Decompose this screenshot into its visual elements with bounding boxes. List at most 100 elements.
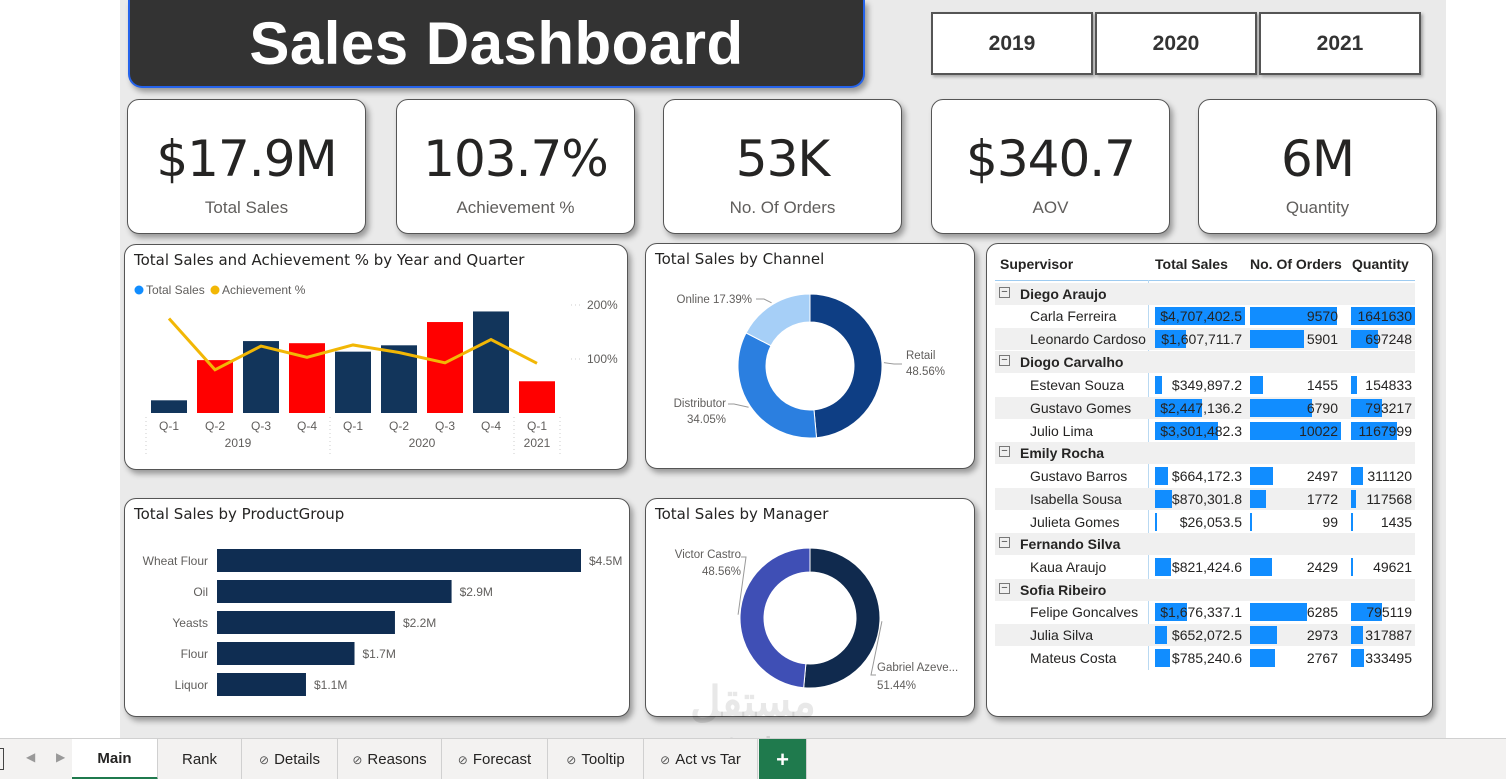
- table-row[interactable]: Mateus Costa $785,240.6 2767 333495: [995, 647, 1415, 669]
- data-bar: [1351, 603, 1382, 621]
- y2-tick-label: 100%: [587, 352, 618, 366]
- kpi-card-orders[interactable]: 53K No. Of Orders: [663, 99, 902, 234]
- productgroup-chart-card[interactable]: Total Sales by ProductGroup Wheat Flour $…: [124, 498, 630, 717]
- sales-achievement-chart-card[interactable]: Total Sales and Achievement % by Year an…: [124, 244, 628, 470]
- group-row[interactable]: − Fernando Silva: [995, 533, 1415, 555]
- sales-bar: [427, 322, 463, 413]
- kpi-card-aov[interactable]: $340.7 AOV: [931, 99, 1170, 234]
- data-bar: [1250, 422, 1341, 440]
- kpi-label: Achievement %: [456, 198, 575, 217]
- data-bar: [1155, 467, 1168, 485]
- group-row[interactable]: − Diego Araujo: [995, 283, 1415, 305]
- add-page-button[interactable]: +: [759, 739, 807, 779]
- quantity-cell: 793217: [1351, 397, 1415, 419]
- supervisor-matrix[interactable]: Supervisor Total Sales No. Of Orders Qua…: [986, 243, 1433, 717]
- table-row[interactable]: Felipe Goncalves $1,676,337.1 6285 795119: [995, 601, 1415, 623]
- tab-label: Details: [274, 751, 320, 768]
- channel-chart-card[interactable]: Total Sales by Channel Retail 48.56% Distr…: [645, 243, 975, 469]
- data-bar: [1250, 649, 1276, 667]
- person-name: Gustavo Gomes: [1030, 400, 1132, 416]
- table-row[interactable]: Estevan Souza $349,897.2 1455 154833: [995, 374, 1415, 396]
- tab-forecast[interactable]: ⊘ Forecast: [442, 739, 548, 779]
- cell-value: $349,897.2: [1171, 377, 1242, 393]
- collapse-icon[interactable]: −: [999, 287, 1010, 298]
- x-tick-label: Q-2: [389, 419, 409, 433]
- slice-leader-line: [870, 621, 883, 676]
- tab-reasons[interactable]: ⊘ Reasons: [338, 739, 442, 779]
- person-name: Julia Silva: [1030, 627, 1094, 643]
- kpi-value: $17.9M: [156, 130, 337, 188]
- x-tick-label: Q-1: [159, 419, 179, 433]
- table-row[interactable]: Julieta Gomes $26,053.5 99 1435: [995, 511, 1415, 533]
- data-bar: [1155, 330, 1186, 348]
- total-sales-cell: $3,301,482.3: [1155, 420, 1245, 442]
- person-name: Leonardo Cardoso: [1030, 331, 1146, 347]
- chart-title: Total Sales by ProductGroup: [134, 505, 345, 523]
- data-bar: [1155, 649, 1170, 667]
- data-bar: [1351, 467, 1364, 485]
- column-divider: [1148, 280, 1149, 670]
- collapse-icon[interactable]: −: [999, 537, 1010, 548]
- group-row[interactable]: − Diogo Carvalho: [995, 351, 1415, 373]
- cell-value: 311120: [1367, 468, 1412, 484]
- quantity-cell: 795119: [1351, 601, 1415, 623]
- orders-cell: 6285: [1250, 601, 1341, 623]
- manager-chart-card[interactable]: Total Sales by Manager Gabriel Azeve... 5…: [645, 498, 975, 717]
- year-button-2020[interactable]: 2020: [1095, 12, 1257, 75]
- chart-title: Total Sales by Manager: [655, 505, 829, 523]
- tab-act-vs-tar[interactable]: ⊘ Act vs Tar: [644, 739, 758, 779]
- group-name: Fernando Silva: [1020, 536, 1121, 552]
- product-bar: [217, 642, 355, 665]
- slice-leader-line: [756, 298, 772, 304]
- x-tick-label: Q-2: [205, 419, 225, 433]
- slice-label: Gabriel Azeve...: [877, 662, 958, 674]
- kpi-card-quantity[interactable]: 6M Quantity: [1198, 99, 1437, 234]
- year-button-2019[interactable]: 2019: [931, 12, 1093, 75]
- table-row[interactable]: Leonardo Cardoso $1,607,711.7 5901 697248: [995, 328, 1415, 350]
- collapse-icon[interactable]: −: [999, 355, 1010, 366]
- collapse-icon[interactable]: −: [999, 583, 1010, 594]
- table-row[interactable]: Gustavo Barros $664,172.3 2497 311120: [995, 465, 1415, 487]
- table-row[interactable]: Carla Ferreira $4,707,402.5 9570 1641630: [995, 305, 1415, 327]
- table-row[interactable]: Gustavo Gomes $2,447,136.2 6790 793217: [995, 397, 1415, 419]
- column-header-supervisor[interactable]: Supervisor: [1000, 256, 1074, 272]
- slice-percent: 51.44%: [877, 680, 916, 692]
- group-row[interactable]: − Emily Rocha: [995, 442, 1415, 464]
- tab-details[interactable]: ⊘ Details: [242, 739, 338, 779]
- hidden-page-icon: ⊘: [660, 752, 671, 767]
- column-header-quantity[interactable]: Quantity: [1352, 256, 1409, 272]
- orders-cell: 9570: [1250, 305, 1341, 327]
- kpi-card-total-sales[interactable]: $17.9M Total Sales: [127, 99, 366, 234]
- table-row[interactable]: Kaua Araujo $821,424.6 2429 49621: [995, 556, 1415, 578]
- category-label: Wheat Flour: [143, 554, 208, 568]
- total-sales-cell: $1,676,337.1: [1155, 601, 1245, 623]
- table-row[interactable]: Julia Silva $652,072.5 2973 317887: [995, 624, 1415, 646]
- data-bar: [1250, 558, 1273, 576]
- kpi-card-achievement[interactable]: 103.7% Achievement %: [396, 99, 635, 234]
- data-bar: [1250, 376, 1264, 394]
- column-header-orders[interactable]: No. Of Orders: [1250, 256, 1342, 272]
- collapse-icon[interactable]: −: [999, 446, 1010, 457]
- column-header-total-sales[interactable]: Total Sales: [1155, 256, 1228, 272]
- group-row[interactable]: − Sofia Ribeiro: [995, 579, 1415, 601]
- person-name: Isabella Sousa: [1030, 491, 1122, 507]
- table-row[interactable]: Isabella Sousa $870,301.8 1772 117568: [995, 488, 1415, 510]
- orders-cell: 1455: [1250, 374, 1341, 396]
- tab-label: Main: [97, 749, 132, 767]
- year-button-2021[interactable]: 2021: [1259, 12, 1421, 75]
- sales-achievement-chart: Total Sales Achievement % 200% 100% Q-1 Q-2 Q-…: [134, 283, 618, 455]
- x-year-label: 2021: [524, 436, 551, 450]
- total-sales-cell: $821,424.6: [1155, 556, 1245, 578]
- x-tick-label: Q-1: [527, 419, 547, 433]
- sales-bar: [473, 311, 509, 413]
- tab-tooltip[interactable]: ⊘ Tooltip: [548, 739, 644, 779]
- cell-value: 2429: [1306, 559, 1338, 575]
- product-bar: [217, 580, 452, 603]
- tab-main[interactable]: Main: [72, 739, 158, 779]
- chevron-left-icon[interactable]: ◀: [26, 750, 36, 764]
- table-row[interactable]: Julio Lima $3,301,482.3 10022 1167999: [995, 420, 1415, 442]
- x-tick-label: Q-4: [297, 419, 317, 433]
- chevron-right-icon[interactable]: ▶: [56, 750, 66, 764]
- data-bar: [1250, 307, 1337, 325]
- tab-rank[interactable]: Rank: [158, 739, 242, 779]
